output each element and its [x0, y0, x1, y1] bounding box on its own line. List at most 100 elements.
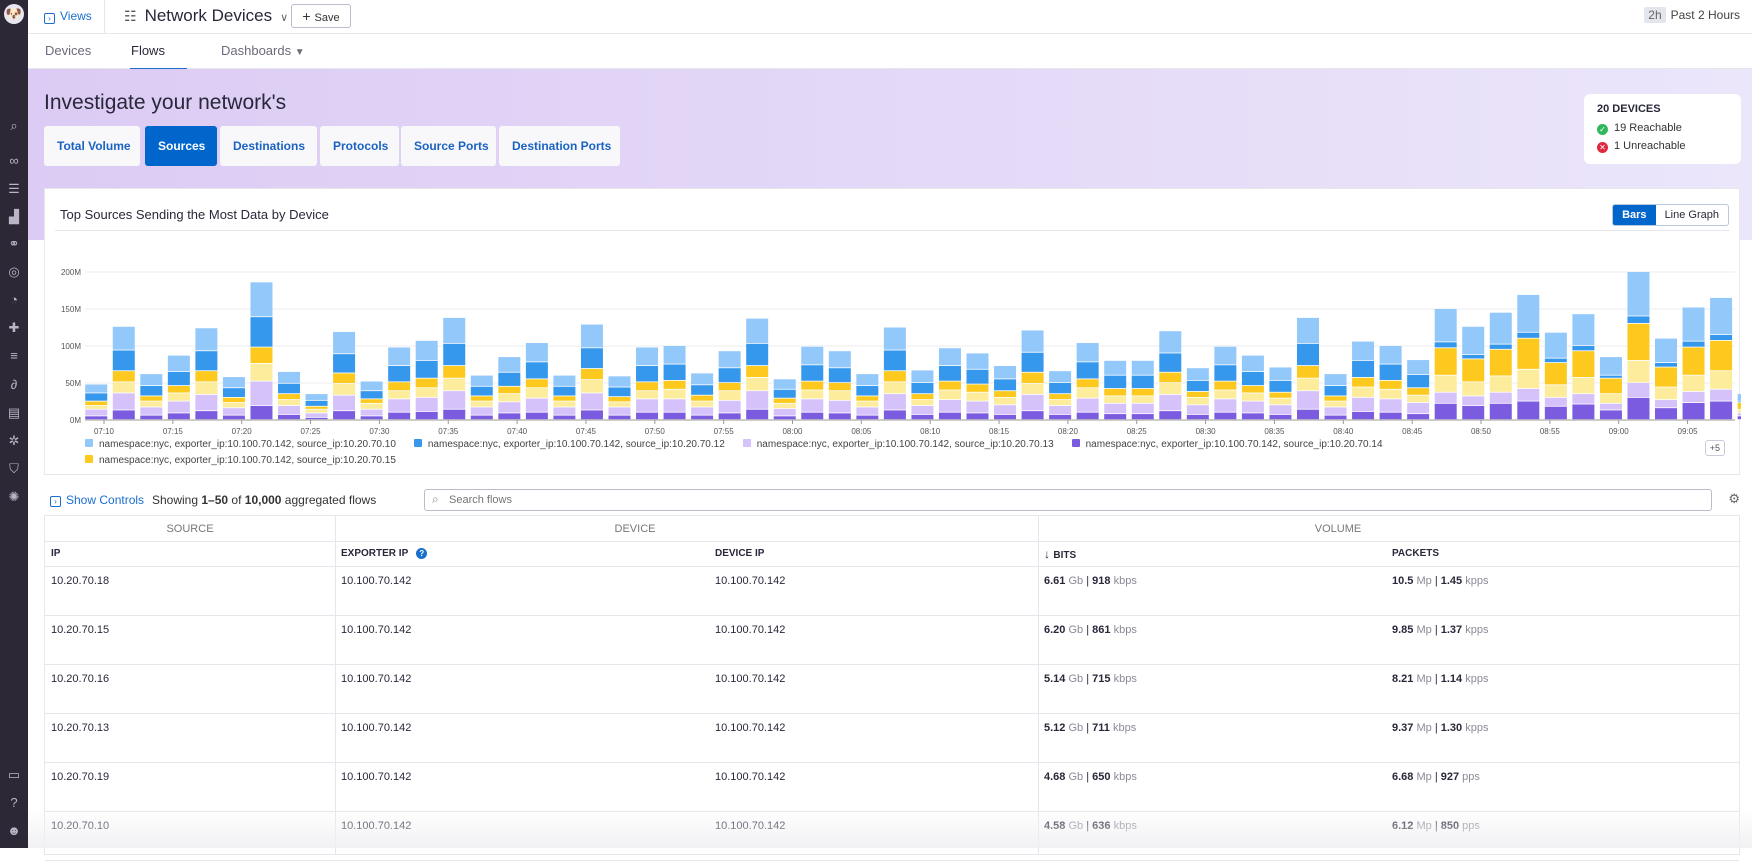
bar-segment[interactable]: [801, 390, 824, 399]
bar-segment[interactable]: [222, 397, 245, 403]
bar-segment[interactable]: [1186, 391, 1209, 397]
datadog-logo[interactable]: 🐶: [4, 4, 24, 24]
bar-segment[interactable]: [415, 388, 438, 397]
bar-segment[interactable]: [553, 375, 576, 386]
bar-segment[interactable]: [1627, 316, 1650, 323]
bar-segment[interactable]: [360, 391, 383, 399]
bar-segment[interactable]: [278, 400, 301, 406]
bar-segment[interactable]: [525, 343, 548, 362]
bar-segment[interactable]: [691, 401, 714, 407]
bug-icon[interactable]: ✺: [8, 489, 20, 504]
bar-segment[interactable]: [498, 386, 521, 394]
bar-segment[interactable]: [1599, 410, 1622, 420]
bar-segment[interactable]: [883, 410, 906, 420]
bar-segment[interactable]: [525, 379, 548, 388]
bar-segment[interactable]: [1352, 411, 1375, 420]
bar-segment[interactable]: [718, 413, 741, 420]
bar-segment[interactable]: [1076, 412, 1099, 420]
exporter-ip[interactable]: 10.100.70.142: [341, 624, 412, 636]
device-ip[interactable]: 10.100.70.142: [715, 722, 786, 734]
bar-segment[interactable]: [663, 412, 686, 420]
bar-segment[interactable]: [718, 351, 741, 368]
bar-segment[interactable]: [305, 406, 328, 409]
bar-segment[interactable]: [112, 410, 135, 420]
bar-segment[interactable]: [691, 415, 714, 420]
bar-segment[interactable]: [1462, 382, 1485, 396]
bar-segment[interactable]: [1710, 340, 1733, 371]
bar-segment[interactable]: [1269, 367, 1292, 380]
bar-segment[interactable]: [636, 399, 659, 412]
source-ip[interactable]: 10.20.70.19: [51, 771, 110, 783]
bar-segment[interactable]: [1131, 414, 1154, 420]
bar-segment[interactable]: [388, 382, 411, 391]
bar-segment[interactable]: [1049, 383, 1072, 394]
bar-segment[interactable]: [1572, 346, 1595, 351]
bar-segment[interactable]: [828, 413, 851, 420]
bar-segment[interactable]: [305, 400, 328, 406]
bar-segment[interactable]: [938, 381, 961, 390]
reachable-row[interactable]: ✓ 19 Reachable: [1597, 122, 1728, 135]
bar-segment[interactable]: [608, 397, 631, 402]
bar-segment[interactable]: [1104, 375, 1127, 389]
bar-segment[interactable]: [305, 417, 328, 420]
bar-segment[interactable]: [140, 396, 163, 401]
bar-segment[interactable]: [636, 391, 659, 399]
bar-segment[interactable]: [1296, 317, 1319, 343]
bar-segment[interactable]: [388, 391, 411, 399]
bar-segment[interactable]: [773, 403, 796, 409]
bar-segment[interactable]: [1241, 401, 1264, 413]
bar-segment[interactable]: [1021, 383, 1044, 395]
bar-segment[interactable]: [195, 328, 218, 351]
bar-segment[interactable]: [966, 384, 989, 392]
bar-segment[interactable]: [1324, 415, 1347, 420]
bar-segment[interactable]: [443, 365, 466, 378]
legend-item[interactable]: namespace:nyc, exporter_ip:10.100.70.142…: [1071, 439, 1383, 451]
bar-segment[interactable]: [1544, 385, 1567, 397]
bar-segment[interactable]: [938, 400, 961, 412]
bar-segment[interactable]: [333, 331, 356, 354]
bar-segment[interactable]: [1104, 360, 1127, 375]
bar-segment[interactable]: [525, 388, 548, 398]
bar-segment[interactable]: [470, 396, 493, 401]
bar-segment[interactable]: [1214, 365, 1237, 381]
bar-segment[interactable]: [966, 392, 989, 401]
bar-segment[interactable]: [470, 415, 493, 420]
bar-segment[interactable]: [1352, 341, 1375, 360]
bar-segment[interactable]: [1407, 360, 1430, 375]
bar-segment[interactable]: [498, 357, 521, 372]
bar-segment[interactable]: [1241, 393, 1264, 401]
exporter-ip[interactable]: 10.100.70.142: [341, 771, 412, 783]
tab-devices[interactable]: Devices: [45, 43, 92, 58]
bar-segment[interactable]: [1324, 374, 1347, 386]
bar-segment[interactable]: [305, 409, 328, 413]
bar-segment[interactable]: [195, 371, 218, 382]
bar-segment[interactable]: [1572, 394, 1595, 404]
bar-segment[interactable]: [1599, 375, 1622, 378]
bar-segment[interactable]: [1627, 397, 1650, 420]
bar-segment[interactable]: [801, 412, 824, 420]
bar-segment[interactable]: [1627, 272, 1650, 316]
bar-segment[interactable]: [718, 400, 741, 413]
bar-segment[interactable]: [663, 380, 686, 389]
bar-segment[interactable]: [580, 324, 603, 348]
bar-segment[interactable]: [580, 393, 603, 410]
bar-segment[interactable]: [994, 391, 1017, 397]
source-ip[interactable]: 10.20.70.13: [51, 722, 110, 734]
bar-segment[interactable]: [1186, 380, 1209, 392]
link-icon[interactable]: ∂: [10, 377, 18, 392]
bar-segment[interactable]: [1489, 349, 1512, 376]
bar-segment[interactable]: [1352, 397, 1375, 412]
bar-segment[interactable]: [1324, 396, 1347, 401]
bar-segment[interactable]: [1159, 372, 1182, 383]
bar-segment[interactable]: [1076, 362, 1099, 379]
column-header-exporter-ip[interactable]: EXPORTER IP?: [341, 542, 428, 566]
bar-segment[interactable]: [1186, 368, 1209, 380]
bar-segment[interactable]: [1379, 346, 1402, 364]
source-ip[interactable]: 10.20.70.18: [51, 575, 110, 587]
source-ip[interactable]: 10.20.70.16: [51, 673, 110, 685]
bar-segment[interactable]: [85, 393, 108, 401]
exporter-ip[interactable]: 10.100.70.142: [341, 722, 412, 734]
bar-segment[interactable]: [112, 350, 135, 371]
bar-segment[interactable]: [140, 401, 163, 407]
bar-segment[interactable]: [1021, 411, 1044, 420]
